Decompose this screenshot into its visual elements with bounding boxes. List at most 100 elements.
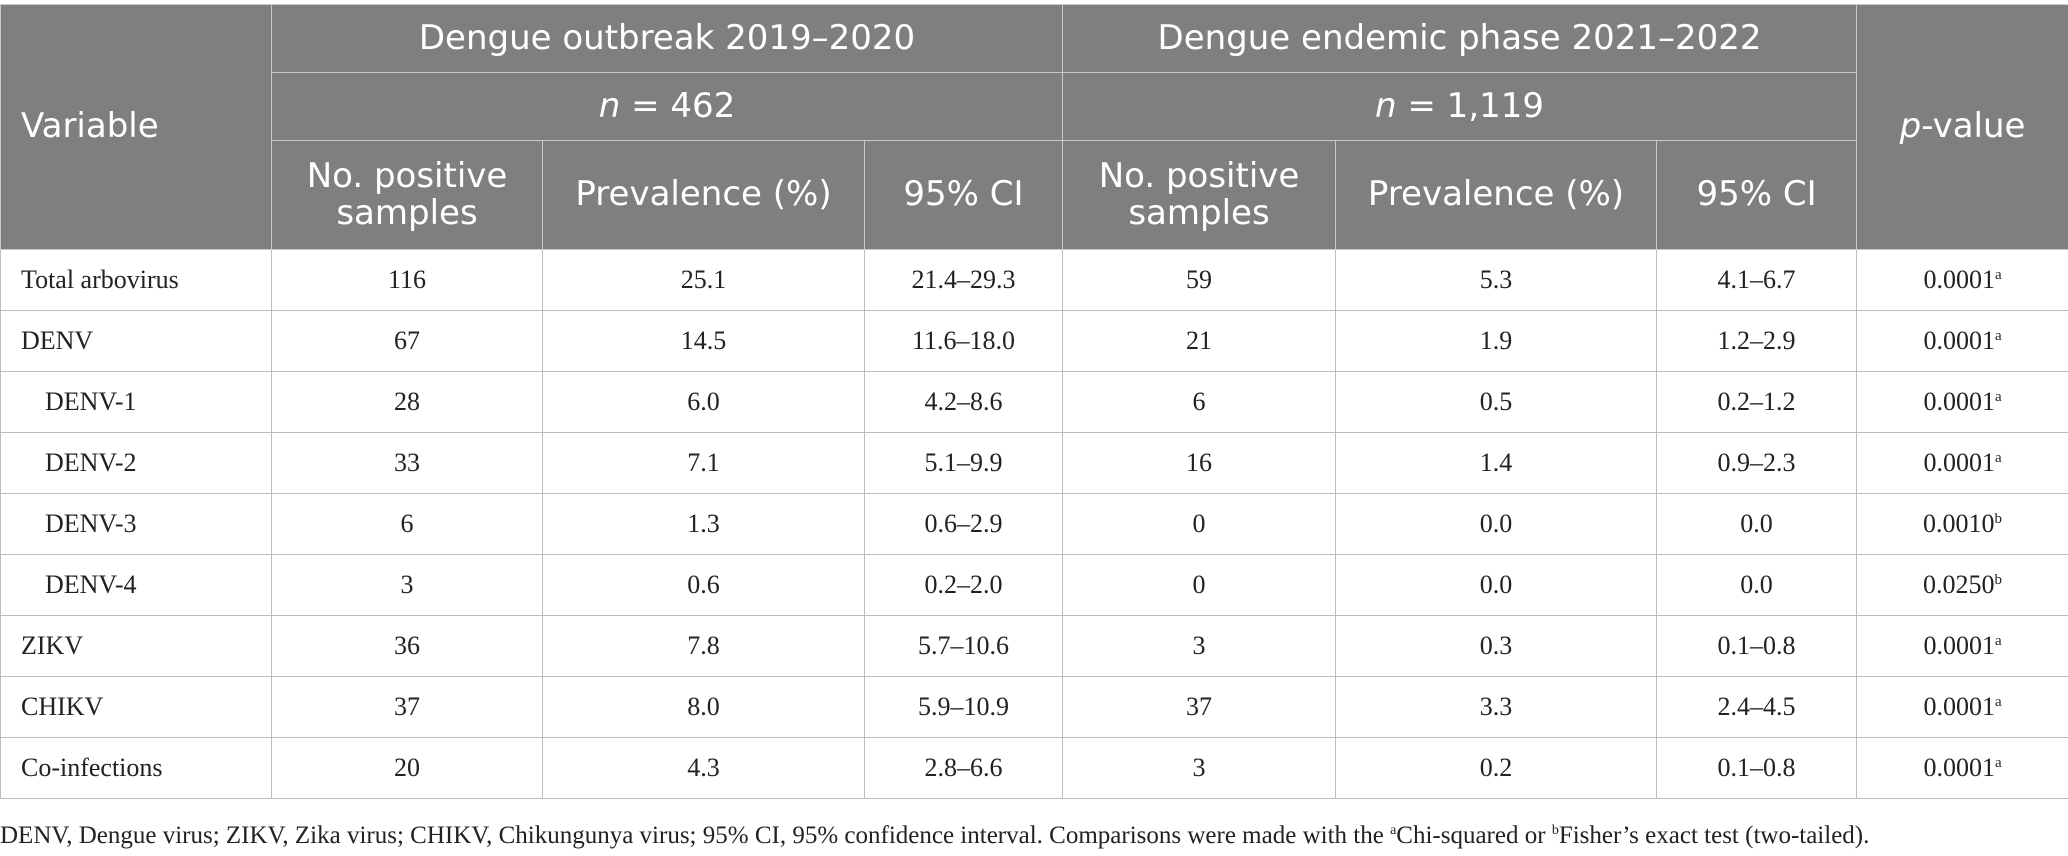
p-value-superscript: a	[1994, 755, 2002, 771]
endemic-prevalence-cell: 1.4	[1335, 432, 1658, 494]
outbreak-ci-cell: 5.1–9.9	[863, 432, 1064, 494]
endemic-ci-cell: 0.9–2.3	[1656, 432, 1858, 494]
endemic-ci-cell: 1.2–2.9	[1656, 310, 1858, 372]
outbreak-prevalence-cell: 7.8	[542, 615, 865, 677]
positive-line2: samples	[1128, 193, 1270, 233]
table-row: Total arbovirus 116 25.1 21.4–29.3 59 5.…	[0, 249, 2068, 311]
p-value-cell: 0.0001a	[1856, 615, 2068, 677]
p-value-superscript: a	[1994, 389, 2002, 405]
p-value: 0.0001	[1923, 265, 1995, 294]
endemic-ci-cell: 0.2–1.2	[1656, 371, 1858, 433]
endemic-positive-cell: 3	[1062, 737, 1337, 799]
outbreak-positive-cell: 6	[271, 493, 543, 555]
p-value-cell: 0.0001a	[1856, 676, 2068, 738]
outbreak-prevalence-cell: 25.1	[542, 249, 865, 311]
p-value-superscript: a	[1994, 633, 2002, 649]
outbreak-positive-cell: 20	[271, 737, 543, 799]
endemic-sample-size: n = 1,119	[1062, 72, 1858, 141]
p-value-superscript: b	[1994, 572, 2003, 588]
outbreak-positive-cell: 28	[271, 371, 543, 433]
p-value-superscript: a	[1994, 267, 2002, 283]
outbreak-prevalence-cell: 1.3	[542, 493, 865, 555]
outbreak-prevalence-cell: 7.1	[542, 432, 865, 494]
endemic-prevalence-cell: 0.3	[1335, 615, 1658, 677]
variable-cell: DENV-4	[0, 554, 272, 616]
p-value: 0.0010	[1923, 509, 1995, 538]
endemic-ci-cell: 0.0	[1656, 493, 1858, 555]
table-row: ZIKV 36 7.8 5.7–10.6 3 0.3 0.1–0.8 0.000…	[0, 615, 2068, 677]
p-value-cell: 0.0001a	[1856, 737, 2068, 799]
endemic-prevalence-cell: 0.0	[1335, 493, 1658, 555]
endemic-ci-header: 95% CI	[1656, 140, 1858, 250]
endemic-prevalence-cell: 3.3	[1335, 676, 1658, 738]
endemic-prevalence-cell: 0.5	[1335, 371, 1658, 433]
variable-cell: DENV-2	[0, 432, 272, 494]
p-value-cell: 0.0010b	[1856, 493, 2068, 555]
footnote-superscript-a: a	[1390, 823, 1397, 838]
outbreak-ci-header: 95% CI	[863, 140, 1064, 250]
table-row: DENV-2 33 7.1 5.1–9.9 16 1.4 0.9–2.3 0.0…	[0, 432, 2068, 494]
footnote-text-1: DENV, Dengue virus; ZIKV, Zika virus; CH…	[0, 822, 1391, 849]
variable-cell: ZIKV	[0, 615, 272, 677]
outbreak-ci-cell: 11.6–18.0	[863, 310, 1064, 372]
endemic-positive-cell: 0	[1062, 493, 1337, 555]
positive-line2: samples	[336, 193, 478, 233]
endemic-positive-cell: 3	[1062, 615, 1337, 677]
endemic-positive-cell: 0	[1062, 554, 1337, 616]
variable-cell: DENV-1	[0, 371, 272, 433]
p-value-cell: 0.0001a	[1856, 371, 2068, 433]
outbreak-positive-cell: 116	[271, 249, 543, 311]
positive-line1: No. positive	[1098, 155, 1300, 196]
outbreak-ci-cell: 0.2–2.0	[863, 554, 1064, 616]
table-row: DENV-1 28 6.0 4.2–8.6 6 0.5 0.2–1.2 0.00…	[0, 371, 2068, 433]
p-value-cell: 0.0001a	[1856, 310, 2068, 372]
outbreak-ci-cell: 4.2–8.6	[863, 371, 1064, 433]
outbreak-positive-cell: 36	[271, 615, 543, 677]
n-italic: n	[598, 85, 621, 126]
p-value-cell: 0.0001a	[1856, 432, 2068, 494]
variable-cell: Co-infections	[0, 737, 272, 799]
endemic-prevalence-cell: 0.0	[1335, 554, 1658, 616]
endemic-positive-cell: 59	[1062, 249, 1337, 311]
p-value: 0.0001	[1923, 387, 1995, 416]
p-value-superscript: b	[1994, 511, 2003, 527]
table-row: CHIKV 37 8.0 5.9–10.9 37 3.3 2.4–4.5 0.0…	[0, 676, 2068, 738]
table-row: DENV-3 6 1.3 0.6–2.9 0 0.0 0.0 0.0010b	[0, 493, 2068, 555]
p-value-superscript: a	[1994, 450, 2002, 466]
p-value: 0.0001	[1923, 692, 1995, 721]
p-value: 0.0001	[1923, 326, 1995, 355]
outbreak-sample-size: n = 462	[270, 72, 1064, 141]
table-row: DENV-4 3 0.6 0.2–2.0 0 0.0 0.0 0.0250b	[0, 554, 2068, 616]
endemic-prevalence-header: Prevalence (%)	[1335, 140, 1658, 250]
footnote-text-2: Chi-squared or	[1396, 822, 1552, 849]
prevalence-table: Variable Dengue outbreak 2019–2020 Dengu…	[0, 4, 2068, 799]
endemic-positive-cell: 6	[1062, 371, 1337, 433]
footnote-text-3: Fisher’s exact test (two-tailed).	[1558, 822, 1870, 849]
p-value: 0.0001	[1923, 448, 1995, 477]
outbreak-ci-cell: 0.6–2.9	[863, 493, 1064, 555]
outbreak-positive-cell: 33	[271, 432, 543, 494]
table-row: Co-infections 20 4.3 2.8–6.6 3 0.2 0.1–0…	[0, 737, 2068, 799]
n1-value: = 462	[620, 85, 736, 126]
p-value: 0.0250	[1923, 570, 1995, 599]
endemic-group-header: Dengue endemic phase 2021–2022	[1062, 4, 1858, 73]
p-value-header: p-value	[1856, 4, 2068, 250]
outbreak-positive-header: No. positive samples	[271, 140, 543, 250]
table-footnote: DENV, Dengue virus; ZIKV, Zika virus; CH…	[0, 822, 1869, 850]
variable-header: Variable	[0, 4, 272, 250]
outbreak-prevalence-header: Prevalence (%)	[542, 140, 865, 250]
p-value-cell: 0.0001a	[1856, 249, 2068, 311]
endemic-positive-cell: 16	[1062, 432, 1337, 494]
outbreak-prevalence-cell: 14.5	[542, 310, 865, 372]
outbreak-prevalence-cell: 4.3	[542, 737, 865, 799]
p-value-suffix: -value	[1921, 106, 2026, 147]
endemic-prevalence-cell: 0.2	[1335, 737, 1658, 799]
p-value: 0.0001	[1923, 631, 1995, 660]
endemic-ci-cell: 0.1–0.8	[1656, 615, 1858, 677]
endemic-ci-cell: 4.1–6.7	[1656, 249, 1858, 311]
outbreak-ci-cell: 5.7–10.6	[863, 615, 1064, 677]
outbreak-ci-cell: 21.4–29.3	[863, 249, 1064, 311]
outbreak-positive-cell: 67	[271, 310, 543, 372]
endemic-ci-cell: 0.0	[1656, 554, 1858, 616]
variable-cell: DENV-3	[0, 493, 272, 555]
